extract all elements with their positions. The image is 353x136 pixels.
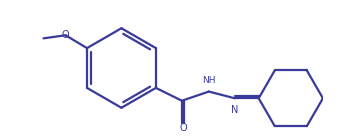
Text: O: O <box>62 30 70 40</box>
Text: N: N <box>231 105 239 115</box>
Text: NH: NH <box>202 76 216 85</box>
Text: O: O <box>179 123 187 133</box>
